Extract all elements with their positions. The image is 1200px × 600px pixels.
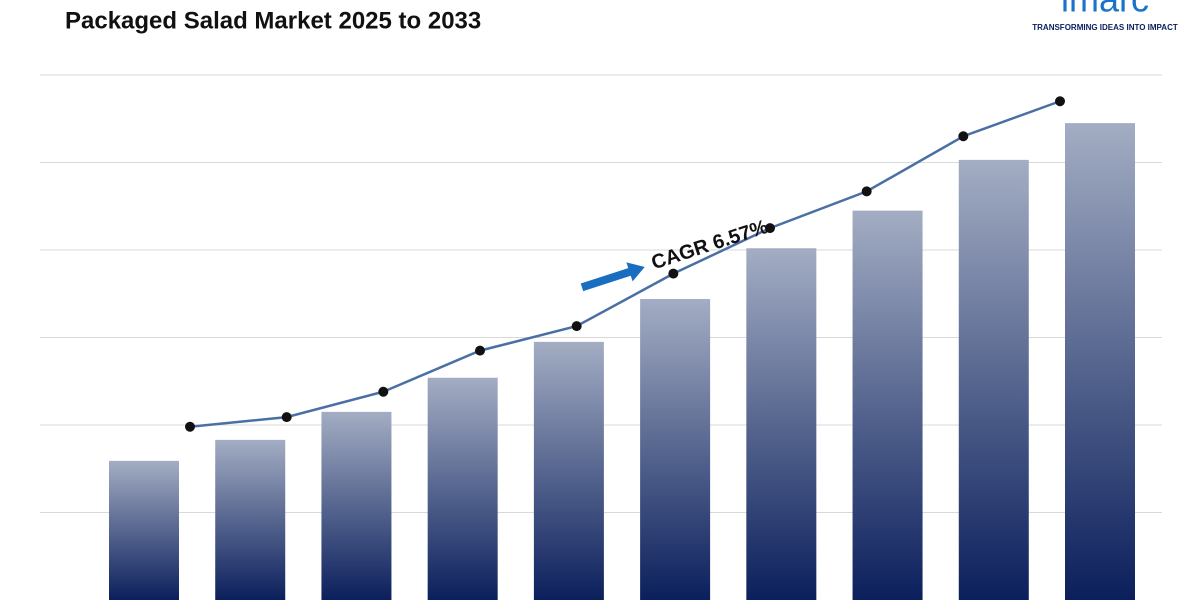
- trend-point: [958, 131, 969, 142]
- trend-point: [1055, 96, 1065, 107]
- bar: [427, 377, 498, 600]
- trend-point: [378, 386, 389, 397]
- logo: imarc: [1061, 0, 1149, 20]
- bar: [852, 210, 923, 600]
- bar: [321, 411, 392, 600]
- arrow: [580, 262, 645, 292]
- bar: [109, 460, 179, 600]
- trend-point: [668, 268, 679, 279]
- bar: [958, 159, 1029, 600]
- trend-line: [189, 100, 1061, 428]
- chart-title: Packaged Salad Market 2025 to 2033: [65, 7, 481, 34]
- trend-point: [475, 345, 485, 356]
- bar: [533, 341, 604, 600]
- trend-point: [765, 223, 775, 234]
- trend-point: [571, 321, 582, 332]
- bar: [215, 439, 286, 600]
- trend-point: [861, 186, 872, 197]
- bar: [1065, 123, 1135, 600]
- bar: [640, 299, 711, 600]
- trend-point: [185, 421, 195, 432]
- cagr-annotation: CAGR 6.57%: [580, 216, 771, 292]
- bar: [746, 248, 817, 600]
- logo-tagline: TRANSFORMING IDEAS INTO IMPACT: [1032, 23, 1178, 32]
- trend-point: [281, 412, 292, 423]
